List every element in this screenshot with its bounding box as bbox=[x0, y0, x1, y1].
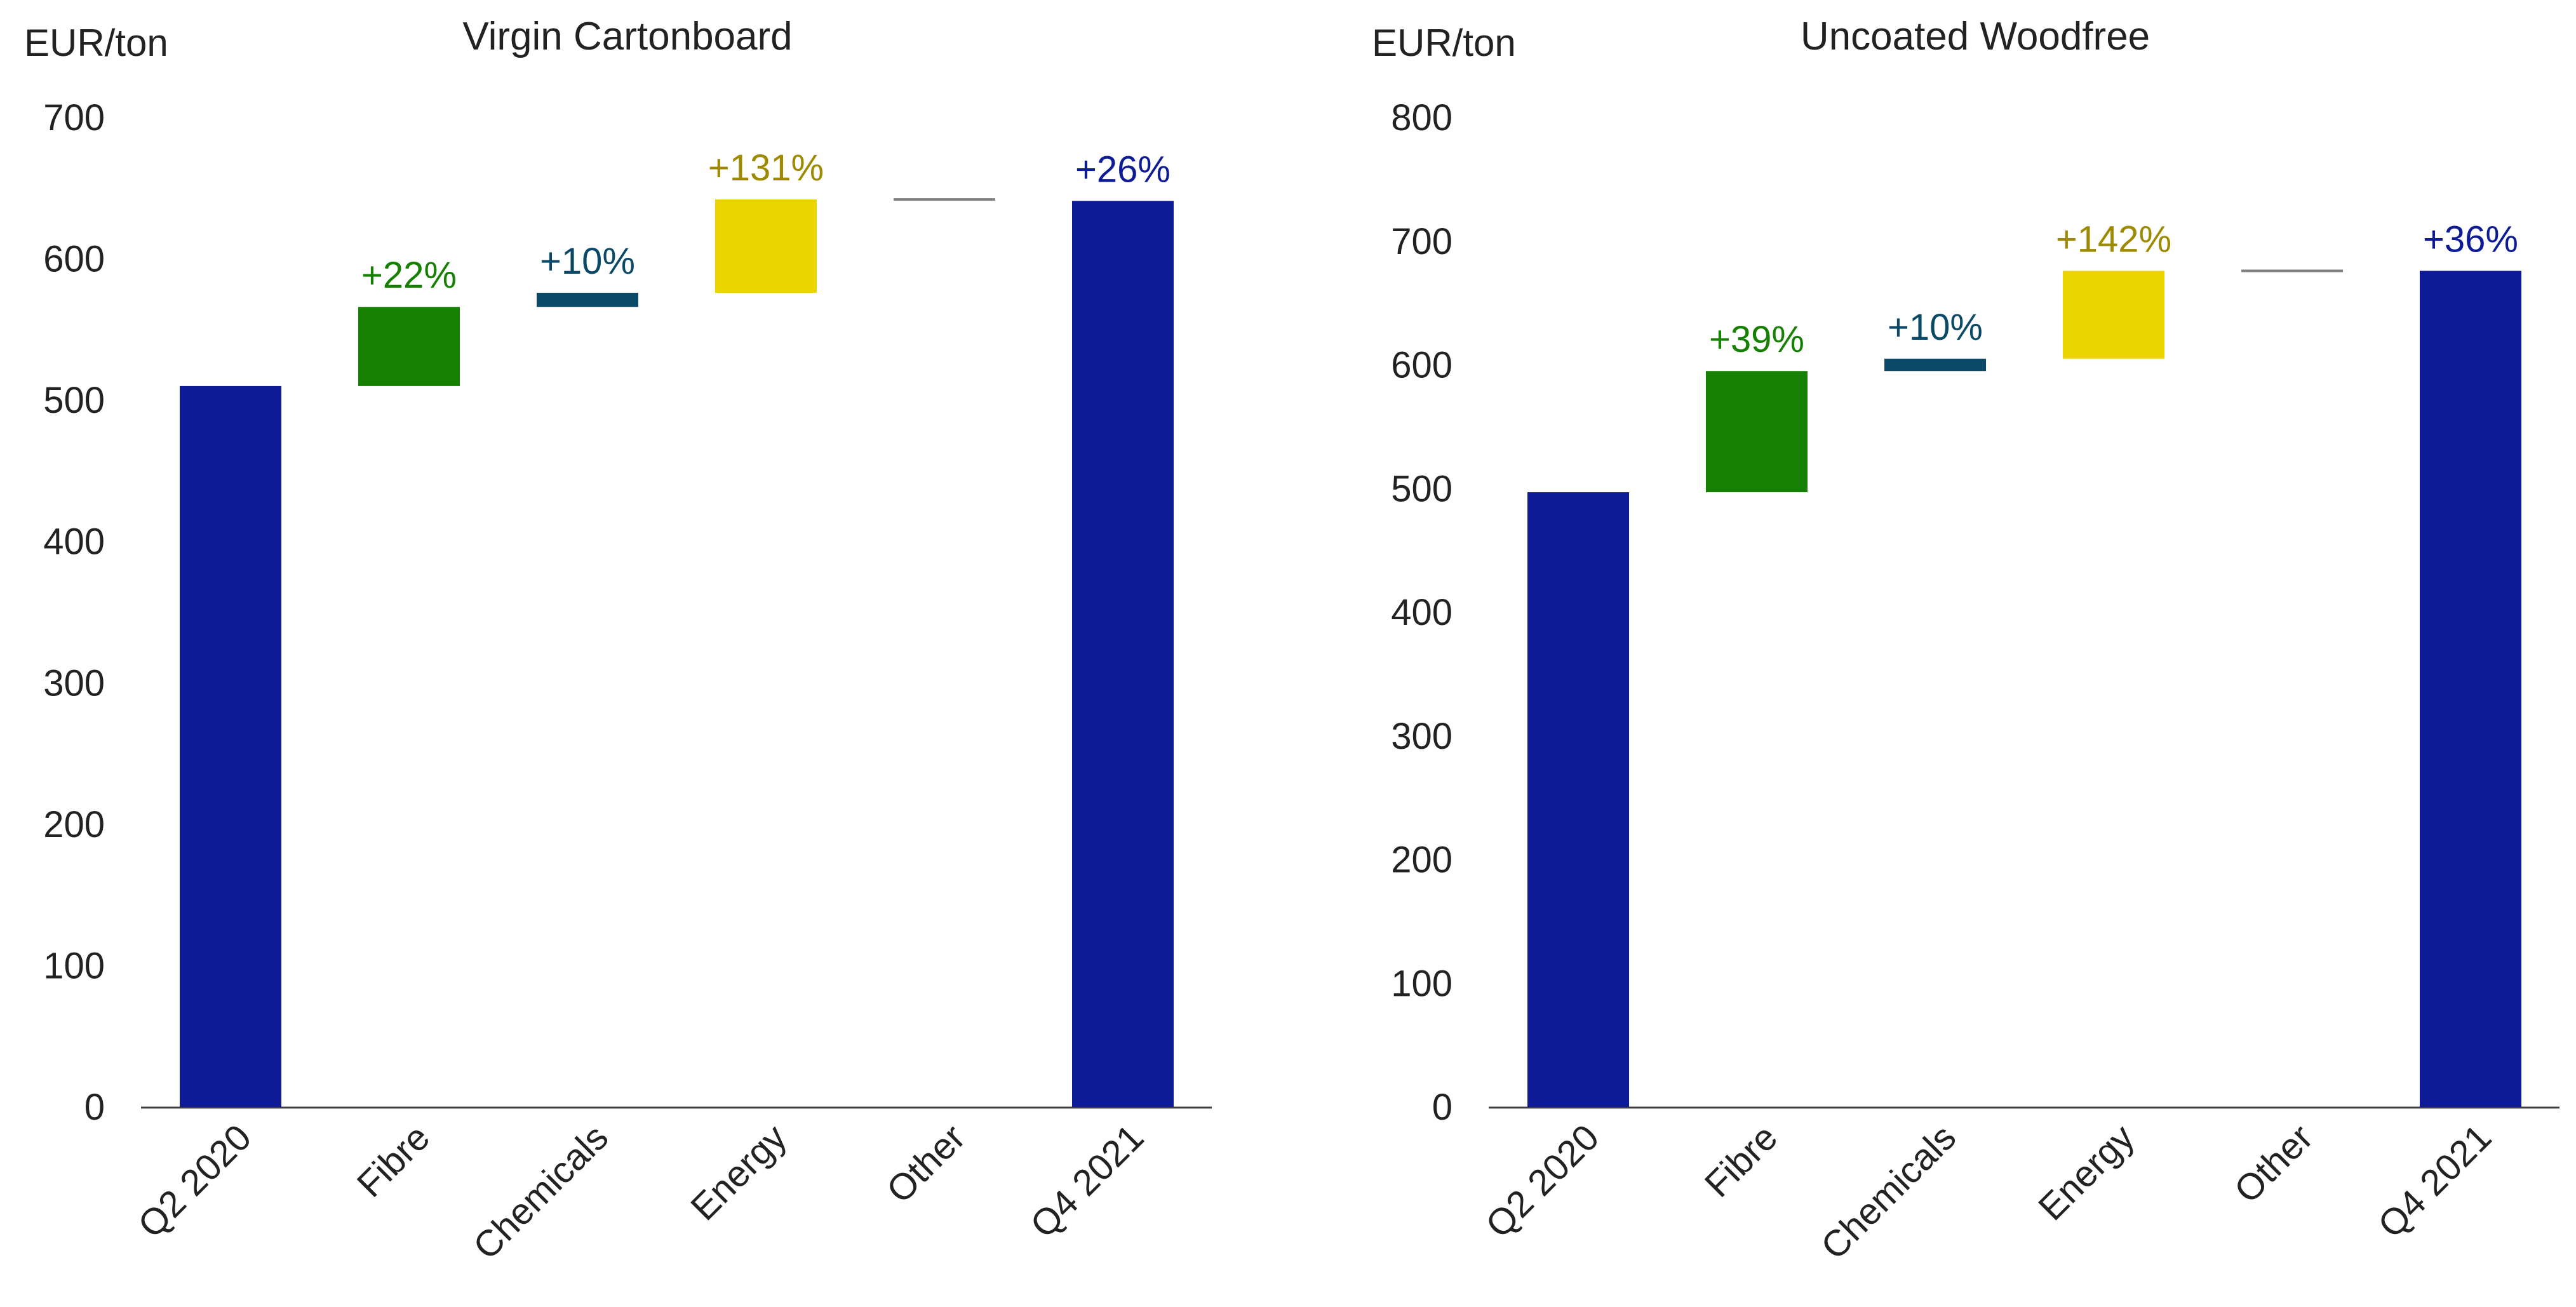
x-tick-label-q4-2021: Q4 2021 bbox=[1023, 1116, 1151, 1245]
y-tick-label: 500 bbox=[1391, 468, 1452, 509]
chart-virgin-cartonboard: Virgin Cartonboard EUR/ton 0 100 200 300 400 50… bbox=[24, 15, 1212, 1268]
y-tick-label: 600 bbox=[1391, 345, 1452, 386]
y-tick-label: 700 bbox=[1391, 221, 1452, 262]
y-tick-label: 0 bbox=[1432, 1087, 1452, 1128]
x-tick-label-other: Other bbox=[879, 1116, 974, 1211]
bar-chemicals bbox=[1884, 358, 1986, 372]
y-tick-label: 700 bbox=[43, 97, 105, 138]
bar-fibre bbox=[358, 307, 460, 386]
bar-q4-2021 bbox=[2420, 271, 2521, 1107]
chart-title: Uncoated Woodfree bbox=[1801, 15, 2150, 58]
x-tick-label-q2-2020: Q2 2020 bbox=[130, 1116, 259, 1245]
x-tick-label-energy: Energy bbox=[683, 1116, 795, 1228]
y-tick-label: 200 bbox=[1391, 840, 1452, 881]
y-tick-label: 500 bbox=[43, 380, 105, 421]
y-tick-label: 400 bbox=[43, 521, 105, 563]
chart-uncoated-woodfree: Uncoated Woodfree EUR/ton 0 100 200 300 400 500… bbox=[1372, 15, 2559, 1268]
y-tick-label: 0 bbox=[84, 1087, 105, 1128]
bar-q2-2020 bbox=[1527, 492, 1629, 1107]
y-tick-label: 600 bbox=[43, 239, 105, 280]
y-tick-label: 300 bbox=[1391, 716, 1452, 757]
y-tick-label: 100 bbox=[1391, 963, 1452, 1004]
bar-energy bbox=[715, 199, 817, 293]
bar-chemicals bbox=[537, 292, 638, 307]
bar-q2-2020 bbox=[180, 385, 281, 1107]
x-tick-label-other: Other bbox=[2227, 1116, 2321, 1211]
chart-title: Virgin Cartonboard bbox=[462, 15, 792, 58]
y-tick-label: 800 bbox=[1391, 97, 1452, 138]
data-label-q4-2021: +36% bbox=[2423, 218, 2518, 260]
x-tick-label-fibre: Fibre bbox=[349, 1116, 438, 1205]
data-label-q4-2021: +26% bbox=[1075, 149, 1171, 190]
x-tick-label-q2-2020: Q2 2020 bbox=[1478, 1116, 1607, 1245]
data-label-energy: +131% bbox=[708, 147, 824, 189]
y-tick-label: 400 bbox=[1391, 592, 1452, 633]
y-tick-label: 100 bbox=[43, 945, 105, 986]
y-tick-label: 300 bbox=[43, 662, 105, 704]
y-tick-label: 200 bbox=[43, 804, 105, 845]
x-tick-label-fibre: Fibre bbox=[1697, 1116, 1785, 1205]
x-tick-label-q4-2021: Q4 2021 bbox=[2370, 1116, 2499, 1245]
data-label-chemicals: +10% bbox=[540, 241, 635, 282]
x-tick-label-energy: Energy bbox=[2030, 1116, 2142, 1228]
x-tick-label-chemicals: Chemicals bbox=[466, 1116, 616, 1267]
data-label-fibre: +39% bbox=[1709, 319, 1804, 360]
y-axis-label: EUR/ton bbox=[24, 22, 168, 64]
data-label-fibre: +22% bbox=[361, 255, 457, 296]
data-label-energy: +142% bbox=[2056, 218, 2171, 260]
bar-q4-2021 bbox=[1072, 201, 1174, 1107]
data-label-chemicals: +10% bbox=[1888, 307, 1983, 348]
x-tick-label-chemicals: Chemicals bbox=[1813, 1116, 1964, 1267]
bar-fibre bbox=[1706, 371, 1808, 493]
bar-energy bbox=[2063, 271, 2164, 359]
y-axis-label: EUR/ton bbox=[1372, 22, 1516, 64]
